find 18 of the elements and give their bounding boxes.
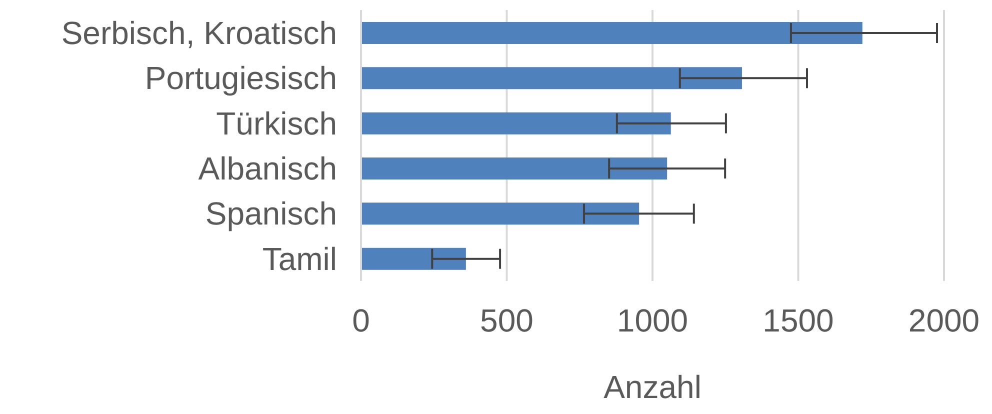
x-tick-label: 0 [352, 302, 370, 339]
y-tick-label: Tamil [262, 240, 337, 277]
bar [361, 22, 862, 44]
bar [361, 202, 640, 225]
y-tick-label: Spanisch [205, 196, 337, 232]
bar [361, 67, 742, 90]
x-tick-label: 2000 [908, 302, 980, 339]
x-tick-label: 1000 [616, 302, 688, 339]
x-tick-label: 500 [480, 302, 534, 339]
bar [361, 158, 668, 180]
bar [361, 112, 671, 134]
y-tick-label: Serbisch, Kroatisch [61, 14, 337, 51]
x-axis-title: Anzahl [604, 369, 702, 405]
x-tick-label: 1500 [762, 302, 834, 339]
y-tick-label: Portugiesisch [144, 60, 337, 96]
y-tick-label: Türkisch [216, 105, 337, 142]
bar [361, 248, 466, 270]
y-tick-label: Albanisch [198, 150, 337, 186]
